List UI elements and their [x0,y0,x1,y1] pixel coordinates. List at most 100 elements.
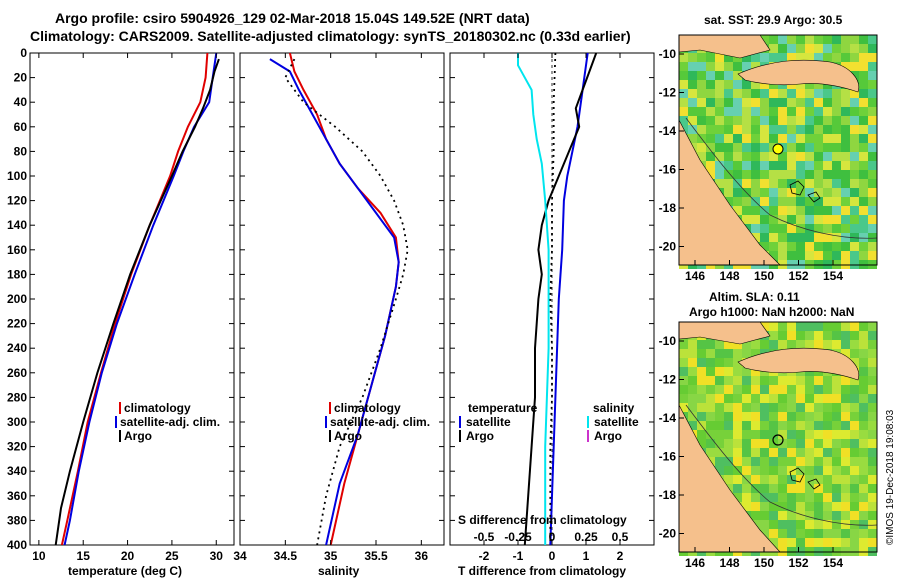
map-cell [868,502,877,511]
map-cell [724,107,733,116]
map-cell [688,412,697,421]
map-cell [868,197,877,206]
map-cell [742,170,751,179]
map-cell [850,53,859,62]
map-cell [841,44,850,53]
map-cell [751,340,760,349]
map-cell [796,251,805,260]
map-cell [796,53,805,62]
map-y-tick-label: -12 [659,373,677,387]
map-cell [859,125,868,134]
map-cell [796,511,805,520]
map-cell [724,385,733,394]
map-cell [769,44,778,53]
map-cell [805,89,814,98]
map-cell [715,457,724,466]
map-cell [805,529,814,538]
map-cell [868,242,877,251]
map-cell [778,44,787,53]
map-x-tick-label: 146 [685,556,705,570]
map-cell [814,457,823,466]
map-cell [796,430,805,439]
map-cell [769,340,778,349]
map-cell [679,340,688,349]
map-cell [760,80,769,89]
map-cell [814,224,823,233]
map-cell [805,448,814,457]
map-cell [868,538,877,547]
map-cell [724,143,733,152]
map-cell [751,376,760,385]
map-cell [859,116,868,125]
map-cell [841,475,850,484]
map-cell [850,430,859,439]
map-cell [760,215,769,224]
map-cell [841,520,850,529]
map-cell [778,403,787,412]
map-cell [823,538,832,547]
map-cell [751,412,760,421]
map-cell [733,80,742,89]
map-cell [841,152,850,161]
map-cell [850,188,859,197]
map-cell [760,394,769,403]
map-cell [823,197,832,206]
map-cell [706,98,715,107]
map-cell [823,466,832,475]
map-cell [868,134,877,143]
map-cell [805,170,814,179]
sla-map-isobath [685,404,878,526]
map-cell [778,35,787,44]
map-cell [742,430,751,439]
map-cell [850,322,859,331]
sst-map-isobath [685,117,878,239]
map-cell [823,125,832,134]
map-cell [796,107,805,116]
legend-label-t-argo: Argo [466,429,494,443]
map-cell [697,53,706,62]
y-tick-label: 160 [7,243,27,257]
map-cell [805,35,814,44]
map-cell [733,98,742,107]
sst-map-argo-marker [772,143,784,155]
map-cell [787,143,796,152]
map-cell [742,152,751,161]
map-cell [850,358,859,367]
map-cell [859,251,868,260]
map-cell [706,134,715,143]
map-cell [760,484,769,493]
map-cell [760,448,769,457]
series-t-argo [523,53,598,545]
map-cell [787,44,796,53]
map-cell [805,331,814,340]
map-cell [769,394,778,403]
map-cell [805,493,814,502]
map-cell [841,412,850,421]
temperature-xlabel: temperature (deg C) [68,564,182,578]
map-cell [751,493,760,502]
series-satellite-adj-clim- [269,58,400,545]
map-cell [787,89,796,98]
map-cell [814,340,823,349]
map-cell [787,412,796,421]
map-cell [778,493,787,502]
map-cell [769,376,778,385]
map-cell [832,98,841,107]
map-cell [715,98,724,107]
map-cell [724,152,733,161]
map-cell [778,188,787,197]
sla-map-argo-marker [772,434,784,446]
map-cell [697,143,706,152]
map-cell [769,170,778,179]
map-cell [715,367,724,376]
map-cell [814,430,823,439]
map-cell [814,107,823,116]
map-cell [787,215,796,224]
map-cell [868,484,877,493]
map-cell [706,385,715,394]
map-cell [733,358,742,367]
map-cell [760,340,769,349]
map-cell [760,125,769,134]
map-cell [814,502,823,511]
map-cell [697,125,706,134]
